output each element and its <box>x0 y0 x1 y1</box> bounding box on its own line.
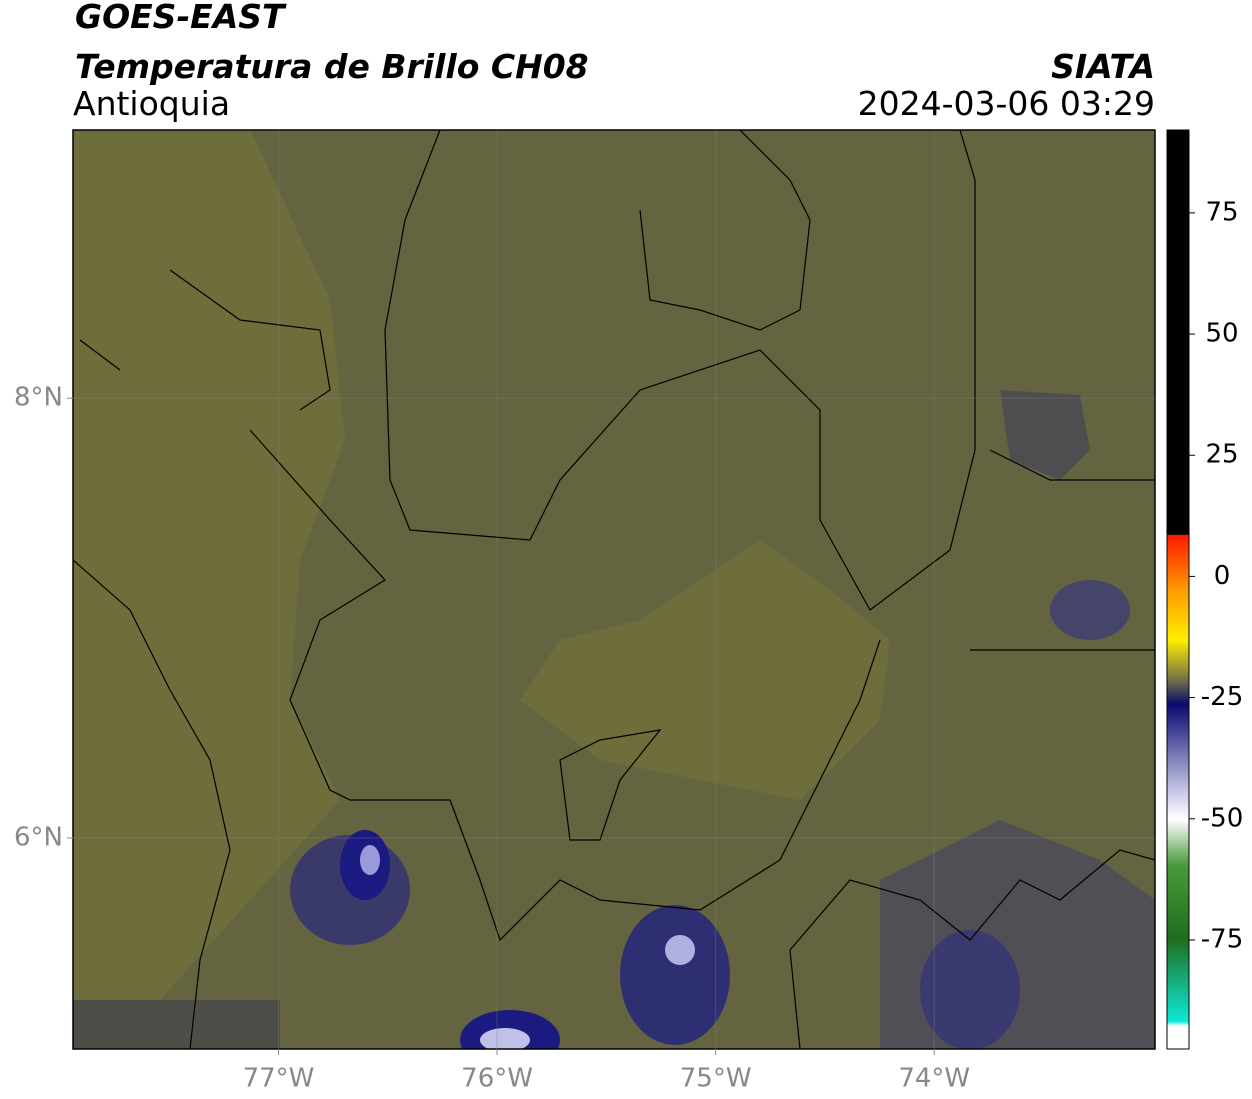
x-tick-label: 75°W <box>680 1064 752 1094</box>
colorbar-tick-label: 0 <box>1214 561 1231 591</box>
borders <box>73 130 1155 1049</box>
colorbar-tick-label: -75 <box>1201 924 1243 954</box>
colorbar-tick-label: 50 <box>1205 319 1238 349</box>
y-tick-label: 8°N <box>14 383 63 413</box>
y-tick-label: 6°N <box>14 822 63 852</box>
colorbar-tick-label: 25 <box>1205 440 1238 470</box>
source-label: SIATA <box>1051 47 1155 86</box>
colorbar-tick-label: -25 <box>1201 682 1243 712</box>
satellite-title: GOES-EAST <box>75 0 287 36</box>
colorbar-tick-label: 75 <box>1205 197 1238 227</box>
colorbar <box>1166 129 1190 1050</box>
x-tick-label: 77°W <box>243 1064 315 1094</box>
colorbar-tick-label: -50 <box>1201 803 1243 833</box>
x-tick-label: 74°W <box>898 1064 970 1094</box>
datetime-label: 2024-03-06 03:29 <box>858 84 1155 123</box>
x-tick-label: 76°W <box>461 1064 533 1094</box>
map-frame <box>72 129 1156 1050</box>
product-title: Temperatura de Brillo CH08 <box>75 47 589 86</box>
map-image <box>73 130 1155 1049</box>
region-label: Antioquia <box>73 84 230 123</box>
